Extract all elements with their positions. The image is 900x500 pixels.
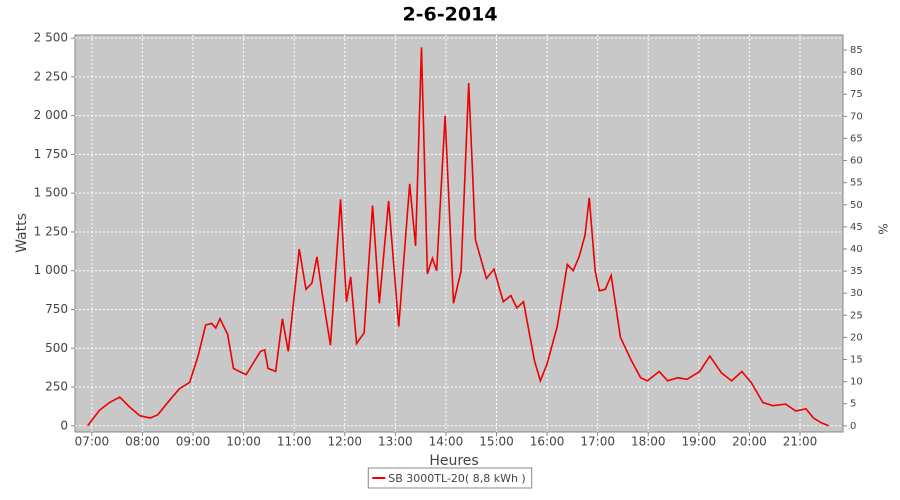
y2-tick-label: 55 <box>850 178 863 189</box>
x-tick-label: 15:00 <box>479 435 514 449</box>
legend-label: SB 3000TL-20( 8,8 kWh ) <box>388 472 525 485</box>
y-tick-label: 0 <box>60 418 68 432</box>
y2-tick-label: 45 <box>850 222 863 233</box>
chart-title: 2-6-2014 <box>402 4 497 26</box>
x-tick-label: 14:00 <box>429 435 464 449</box>
y-tick-label: 500 <box>45 341 68 355</box>
x-tick-label: 16:00 <box>530 435 565 449</box>
x-tick-label: 11:00 <box>277 435 312 449</box>
y-tick-label: 750 <box>45 302 68 316</box>
plot-area <box>74 34 844 433</box>
y2-tick-label: 0 <box>850 421 856 432</box>
y-axis-label: Watts <box>14 213 30 253</box>
y2-tick-label: 70 <box>850 111 863 122</box>
y2-tick-label: 5 <box>850 399 856 410</box>
data-line <box>87 47 829 427</box>
y-tick-label: 1 250 <box>34 224 68 238</box>
y2-tick-label: 40 <box>850 244 863 255</box>
y-tick-label: 1 750 <box>34 147 68 161</box>
legend: SB 3000TL-20( 8,8 kWh ) <box>367 467 533 489</box>
y2-tick-label: 75 <box>850 89 863 100</box>
legend-box <box>367 467 533 489</box>
x-tick-label: 20:00 <box>732 435 767 449</box>
y-tick-label: 2 250 <box>34 69 68 83</box>
y2-tick-label: 20 <box>850 332 863 343</box>
y2-tick-label: 65 <box>850 133 863 144</box>
x-tick-label: 18:00 <box>631 435 666 449</box>
y2-tick-label: 30 <box>850 288 863 299</box>
y-tick-label: 1 500 <box>34 186 68 200</box>
x-tick-label: 08:00 <box>125 435 160 449</box>
y2-tick-label: 50 <box>850 200 863 211</box>
x-tick-label: 12:00 <box>327 435 362 449</box>
y-tick-label: 250 <box>45 380 68 394</box>
y2-tick-label: 35 <box>850 266 863 277</box>
y2-tick-label: 10 <box>850 377 863 388</box>
y2-tick-label: 15 <box>850 354 863 365</box>
x-axis-label: Heures <box>429 453 478 469</box>
x-tick-label: 09:00 <box>176 435 211 449</box>
y2-axis-label: % <box>876 223 890 234</box>
y2-tick-label: 85 <box>850 45 863 56</box>
x-tick-label: 10:00 <box>226 435 261 449</box>
x-tick-label: 17:00 <box>580 435 615 449</box>
y2-tick-label: 60 <box>850 156 863 167</box>
y-tick-label: 2 500 <box>34 31 68 45</box>
x-tick-label: 13:00 <box>378 435 413 449</box>
x-tick-label: 07:00 <box>75 435 110 449</box>
y2-tick-label: 80 <box>850 67 863 78</box>
x-tick-label: 19:00 <box>682 435 717 449</box>
y-tick-label: 1 000 <box>34 263 68 277</box>
y-tick-label: 2 000 <box>34 108 68 122</box>
y2-tick-label: 25 <box>850 310 863 321</box>
x-tick-label: 21:00 <box>783 435 818 449</box>
